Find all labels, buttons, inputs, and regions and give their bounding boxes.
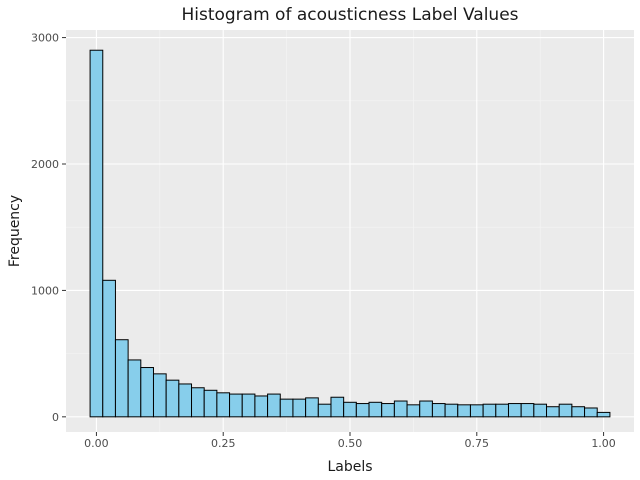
histogram-bar — [596, 411, 611, 418]
x-tick-label: 0.75 — [465, 437, 490, 450]
histogram-bar — [431, 403, 446, 418]
y-axis: 0 1000 2000 3000 — [31, 32, 66, 424]
histogram-bar — [191, 387, 205, 418]
histogram-bar — [216, 392, 231, 418]
histogram-bar — [330, 396, 345, 418]
histogram-bar — [444, 403, 459, 418]
x-tick-label: 0.50 — [338, 437, 363, 450]
histogram-bar — [558, 403, 573, 418]
histogram-bar — [406, 404, 421, 418]
histogram-bar — [343, 401, 357, 418]
histogram-bar — [571, 406, 586, 418]
y-tick-label: 1000 — [31, 284, 59, 297]
histogram-bar — [457, 404, 471, 418]
chart-title: Histogram of acousticness Label Values — [181, 5, 518, 25]
x-tick-label: 0.00 — [84, 437, 109, 450]
histogram-bar — [393, 400, 408, 418]
histogram-bar — [507, 403, 522, 418]
histogram-bar — [292, 398, 307, 418]
histogram-bar — [127, 359, 142, 418]
histogram-bar — [229, 393, 243, 418]
y-tick-label: 2000 — [31, 158, 59, 171]
histogram-bars — [89, 49, 611, 418]
histogram-bar — [241, 393, 256, 418]
histogram-bar — [165, 379, 180, 418]
histogram-bar — [114, 339, 129, 418]
histogram-bar — [152, 373, 167, 418]
histogram-bar — [584, 407, 598, 418]
histogram-bar — [279, 398, 294, 418]
histogram-bar — [533, 403, 548, 418]
histogram-bar — [203, 389, 218, 418]
histogram-bar — [267, 393, 281, 418]
histogram-bar — [368, 401, 383, 418]
histogram-bar — [381, 403, 395, 418]
histogram-bar — [254, 395, 269, 418]
x-tick-label: 0.25 — [211, 437, 236, 450]
histogram-bar — [140, 367, 154, 418]
x-axis-title: Labels — [327, 459, 372, 475]
y-axis-title: Frequency — [7, 195, 23, 267]
histogram-bar — [178, 383, 193, 418]
histogram-bar — [317, 403, 332, 418]
histogram-bar — [520, 403, 535, 418]
histogram-bar — [419, 400, 433, 418]
histogram-bar — [89, 49, 104, 418]
y-tick-label: 3000 — [31, 32, 59, 45]
x-tick-label: 1.00 — [591, 437, 616, 450]
histogram-bar — [102, 279, 116, 418]
histogram-bar — [546, 406, 560, 418]
y-tick-label: 0 — [52, 411, 59, 424]
histogram-bar — [305, 397, 319, 418]
histogram-bar — [355, 403, 370, 418]
histogram-bar — [495, 403, 509, 418]
histogram-bar — [469, 404, 484, 418]
x-axis: 0.00 0.25 0.50 0.75 1.00 — [84, 432, 616, 450]
histogram-bar — [482, 403, 497, 418]
